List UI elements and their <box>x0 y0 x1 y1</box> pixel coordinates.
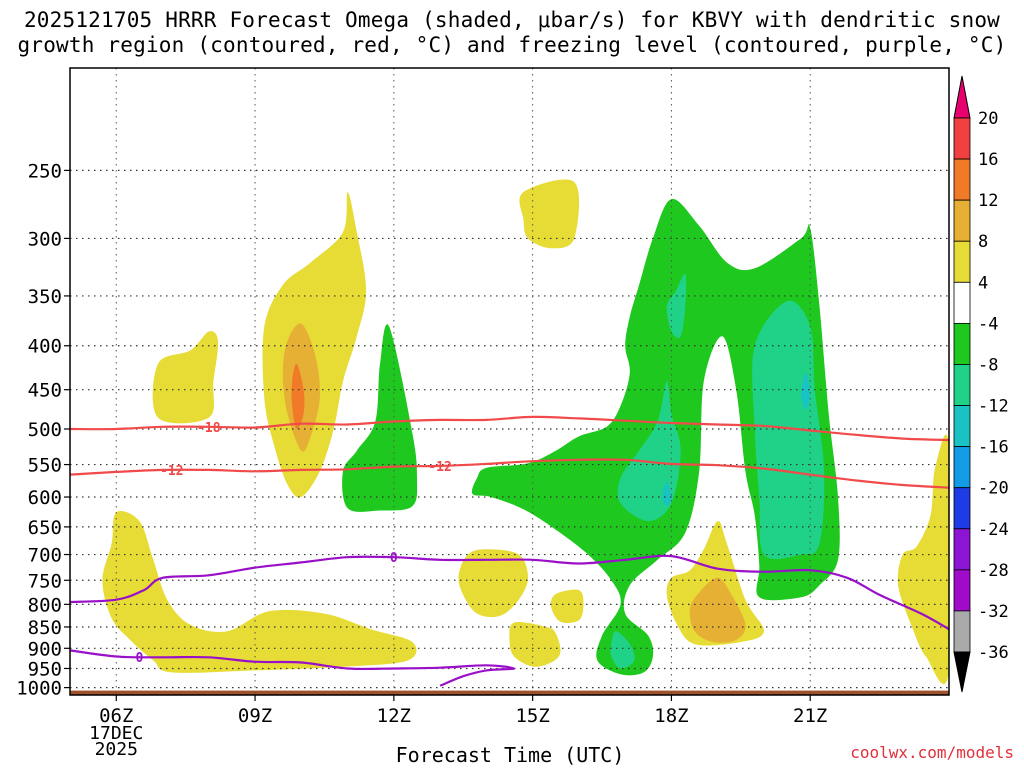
y-tick-label-450: 450 <box>28 380 62 402</box>
chart-title-line-1: 2025121705 HRRR Forecast Omega (shaded, … <box>23 8 1001 32</box>
omega-region-4_to_8-0 <box>102 510 417 673</box>
colorbar-label-1: 16 <box>978 150 998 170</box>
y-tick-label-600: 600 <box>28 487 62 509</box>
colorbar-label-4: 4 <box>978 273 988 293</box>
contour-label-2: -12 <box>428 460 451 475</box>
y-tick-label-550: 550 <box>28 455 62 477</box>
colorbar-band-3 <box>953 240 971 283</box>
y-tick-label-950: 950 <box>28 658 62 680</box>
colorbar-band-12 <box>953 610 971 653</box>
colorbar-band-7 <box>953 405 971 448</box>
contour-line--12-1 <box>70 458 949 489</box>
omega-region-4_to_8-3 <box>519 179 580 249</box>
omega-region-8_to_12-10 <box>689 577 746 643</box>
y-tick-label-1000: 1000 <box>16 678 62 700</box>
grid-layer <box>70 68 949 695</box>
y-axis: 2503003504004505005506006507007508008509… <box>16 160 70 700</box>
omega-region--8_to_-12-17 <box>610 631 635 669</box>
colorbar-band-6 <box>953 364 971 406</box>
y-tick-label-850: 850 <box>28 617 62 639</box>
x-tick-label-09Z: 09Z <box>238 705 272 727</box>
date-label-0: 17DEC <box>89 723 143 744</box>
colorbar-band-5 <box>953 322 971 365</box>
x-tick-label-21Z: 21Z <box>793 705 827 727</box>
y-tick-label-700: 700 <box>28 545 62 567</box>
colorbar-label-6: -8 <box>978 355 998 375</box>
colorbar-band-8 <box>953 446 971 489</box>
omega-region-4_to_8-1 <box>262 192 367 498</box>
colorbar-label-9: -20 <box>978 479 1009 499</box>
colorbar-label-7: -12 <box>978 397 1009 417</box>
omega-region--8_to_-12-14 <box>666 273 687 339</box>
colorbar-label-3: 8 <box>978 232 988 252</box>
omega-fill-layer <box>70 179 949 695</box>
omega-region-12_to_16-11 <box>291 363 305 430</box>
contour-line-0-4 <box>70 649 516 687</box>
omega-region--12_to_-16-18 <box>662 481 672 507</box>
colorbar-label-12: -32 <box>978 602 1009 622</box>
y-tick-label-250: 250 <box>28 160 62 182</box>
contour-line-0-3 <box>70 554 949 631</box>
date-label-1: 2025 <box>95 739 138 760</box>
plot-frame <box>69 67 950 696</box>
omega-region-4_to_8-4 <box>458 549 528 618</box>
chart-title-line-2: growth region (contoured, red, °C) and f… <box>17 33 1007 57</box>
omega-region--8_to_-12-16 <box>752 300 825 560</box>
x-axis-label: Forecast Time (UTC) <box>395 743 625 767</box>
credit-text: coolwx.com/models <box>850 743 1014 762</box>
colorbar-band-2 <box>953 199 971 242</box>
colorbar-label-2: 12 <box>978 191 998 211</box>
contour-label-0: -18 <box>197 421 221 436</box>
colorbar-label-8: -16 <box>978 438 1009 458</box>
x-tick-label-12Z: 12Z <box>377 705 411 727</box>
contour-layer: -18 -12 -12 0 0 <box>70 415 949 687</box>
colorbar-label-10: -24 <box>978 520 1009 540</box>
x-tick-label-18Z: 18Z <box>654 705 688 727</box>
colorbar-band-4 <box>953 281 971 324</box>
colorbar-bottom-arrow <box>953 651 971 693</box>
contour-label-3: 0 <box>390 551 398 566</box>
colorbar-label-11: -28 <box>978 561 1009 581</box>
y-tick-label-650: 650 <box>28 517 62 539</box>
colorbar-label-13: -36 <box>978 643 1009 663</box>
y-tick-label-400: 400 <box>28 336 62 358</box>
x-tick-label-06Z: 06Z <box>99 705 133 727</box>
omega-region-4_to_8-8 <box>897 434 949 685</box>
omega-region--4_to_-8-12 <box>342 324 418 512</box>
contour-line--18-0 <box>70 415 949 442</box>
contour-label-1: -12 <box>160 464 183 479</box>
y-tick-label-900: 900 <box>28 638 62 660</box>
colorbar-label-5: -4 <box>978 314 998 334</box>
omega-region--12_to_-16-19 <box>801 372 811 410</box>
x-tick-label-15Z: 15Z <box>515 705 549 727</box>
omega-region-4_to_8-2 <box>152 331 219 424</box>
omega-region-4_to_8-5 <box>509 622 561 667</box>
colorbar-top-arrow <box>953 75 971 119</box>
colorbar-band-9 <box>953 487 971 530</box>
y-tick-label-800: 800 <box>28 594 62 616</box>
colorbar-label-0: 20 <box>978 109 998 129</box>
y-tick-label-350: 350 <box>28 286 62 308</box>
y-tick-label-750: 750 <box>28 570 62 592</box>
colorbar-band-0 <box>953 117 971 160</box>
y-tick-label-500: 500 <box>28 419 62 441</box>
colorbar-band-10 <box>953 528 971 571</box>
contour-label-4: 0 <box>135 651 143 666</box>
colorbar-band-1 <box>953 158 971 201</box>
y-tick-label-300: 300 <box>28 228 62 250</box>
colorbar: 20 16 12 8 4 -4 -8 -12 -16 -20 -24 -28 -32 -36 <box>953 75 1009 693</box>
colorbar-band-11 <box>953 569 971 612</box>
ground-surface <box>70 690 949 695</box>
omega-region-4_to_8-6 <box>550 589 584 623</box>
